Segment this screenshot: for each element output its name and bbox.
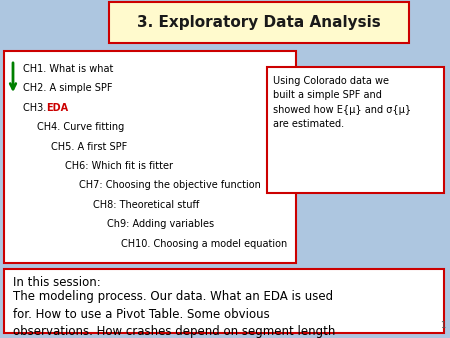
- Text: CH3.: CH3.: [23, 103, 50, 113]
- Text: Using Colorado data we
built a simple SPF and
showed how E{μ} and σ{μ}
are estim: Using Colorado data we built a simple SP…: [273, 76, 411, 129]
- Text: CH10. Choosing a model equation: CH10. Choosing a model equation: [121, 239, 287, 249]
- Text: 1: 1: [440, 321, 445, 330]
- Text: CH4. Curve fitting: CH4. Curve fitting: [37, 122, 124, 132]
- Text: 3. Exploratory Data Analysis: 3. Exploratory Data Analysis: [137, 15, 381, 30]
- FancyBboxPatch shape: [4, 51, 296, 263]
- FancyBboxPatch shape: [4, 269, 444, 333]
- Text: Ch9: Adding variables: Ch9: Adding variables: [107, 219, 214, 229]
- Text: CH1. What is what: CH1. What is what: [23, 64, 113, 74]
- Text: CH6: Which fit is fitter: CH6: Which fit is fitter: [65, 161, 173, 171]
- Text: CH8: Theoretical stuff: CH8: Theoretical stuff: [93, 200, 199, 210]
- Text: CH2. A simple SPF: CH2. A simple SPF: [23, 83, 113, 93]
- Text: In this session:: In this session:: [13, 276, 101, 289]
- Text: The modeling process. Our data. What an EDA is used
for. How to use a Pivot Tabl: The modeling process. Our data. What an …: [13, 290, 335, 338]
- FancyBboxPatch shape: [267, 67, 444, 193]
- Text: CH7: Choosing the objective function: CH7: Choosing the objective function: [79, 180, 261, 190]
- Text: CH5. A first SPF: CH5. A first SPF: [51, 142, 127, 152]
- Text: EDA: EDA: [46, 103, 68, 113]
- FancyBboxPatch shape: [109, 2, 409, 43]
